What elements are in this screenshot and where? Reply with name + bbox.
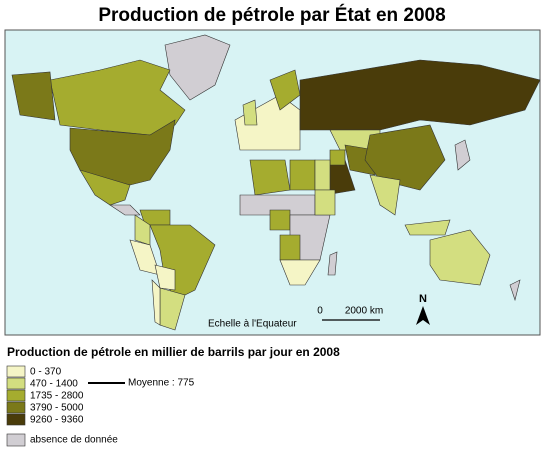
- country: [329, 149, 346, 166]
- country: [364, 124, 446, 191]
- country: [242, 99, 258, 126]
- legend-swatch: [6, 389, 26, 402]
- country: [454, 139, 471, 171]
- country: [249, 159, 291, 196]
- no-data-swatch: [6, 433, 26, 447]
- country: [404, 219, 451, 236]
- title: Production de pétrole par État en 2008: [98, 4, 445, 26]
- no-data-label: absence de donnée: [30, 435, 118, 446]
- legend-swatch: [6, 377, 26, 390]
- country: [279, 259, 321, 286]
- country: [151, 279, 161, 326]
- country: [289, 159, 316, 191]
- country: [509, 279, 521, 302]
- country: [11, 71, 56, 121]
- legend-swatch: [6, 365, 26, 378]
- legend-label: 1735 - 2800: [30, 391, 84, 402]
- north-label: N: [419, 293, 427, 305]
- country: [279, 234, 301, 261]
- scale-label: Echelle à l'Equateur: [208, 319, 297, 330]
- average-label: Moyenne : 775: [128, 378, 195, 389]
- country: [314, 159, 331, 191]
- country: [49, 59, 186, 136]
- scale-end: 2000 km: [345, 306, 383, 317]
- country: [429, 229, 491, 286]
- legend-swatch: [6, 401, 26, 414]
- legend-swatch: [6, 413, 26, 426]
- legend-label: 470 - 1400: [30, 379, 78, 390]
- country: [164, 34, 231, 101]
- north-arrow: [416, 306, 430, 325]
- country: [109, 204, 141, 216]
- country: [69, 119, 176, 186]
- legend-label: 3790 - 5000: [30, 403, 84, 414]
- country: [154, 264, 176, 291]
- country: [369, 174, 401, 216]
- country: [327, 251, 338, 276]
- country: [79, 169, 131, 206]
- country: [269, 209, 291, 231]
- scale-start: 0: [317, 306, 323, 317]
- legend-label: 9260 - 9360: [30, 415, 84, 426]
- country: [314, 189, 336, 216]
- legend-title: Production de pétrole en millier de barr…: [7, 345, 340, 359]
- legend-label: 0 - 370: [30, 367, 62, 378]
- countries: [11, 34, 541, 331]
